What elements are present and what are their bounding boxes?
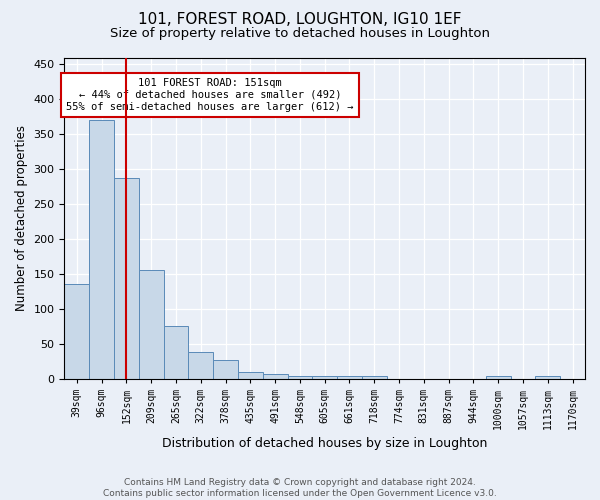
Bar xyxy=(238,372,263,378)
Bar xyxy=(213,360,238,378)
Bar xyxy=(313,376,337,378)
Bar xyxy=(535,376,560,378)
Text: 101 FOREST ROAD: 151sqm
← 44% of detached houses are smaller (492)
55% of semi-d: 101 FOREST ROAD: 151sqm ← 44% of detache… xyxy=(67,78,354,112)
Bar xyxy=(362,376,386,378)
Text: Contains HM Land Registry data © Crown copyright and database right 2024.
Contai: Contains HM Land Registry data © Crown c… xyxy=(103,478,497,498)
Text: 101, FOREST ROAD, LOUGHTON, IG10 1EF: 101, FOREST ROAD, LOUGHTON, IG10 1EF xyxy=(138,12,462,28)
Bar xyxy=(263,374,287,378)
Bar xyxy=(139,270,164,378)
Bar xyxy=(188,352,213,378)
Bar xyxy=(486,376,511,378)
Y-axis label: Number of detached properties: Number of detached properties xyxy=(15,125,28,311)
X-axis label: Distribution of detached houses by size in Loughton: Distribution of detached houses by size … xyxy=(162,437,487,450)
Bar xyxy=(337,376,362,378)
Bar xyxy=(287,376,313,378)
Text: Size of property relative to detached houses in Loughton: Size of property relative to detached ho… xyxy=(110,28,490,40)
Bar xyxy=(114,178,139,378)
Bar xyxy=(164,326,188,378)
Bar xyxy=(89,120,114,378)
Bar xyxy=(64,284,89,378)
